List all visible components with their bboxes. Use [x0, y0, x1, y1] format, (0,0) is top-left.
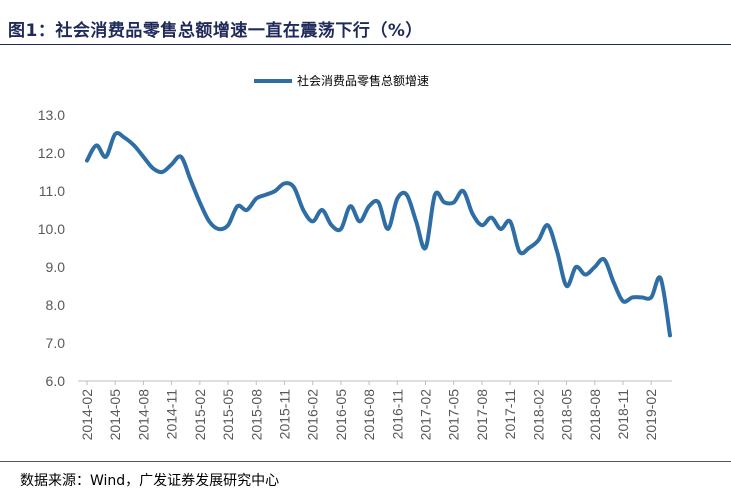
y-tick-label: 11.0: [39, 183, 65, 199]
x-tick-label: 2018-02: [530, 389, 546, 441]
x-tick-label: 2017-08: [474, 389, 490, 441]
y-tick-label: 6.0: [46, 373, 66, 389]
footer-divider: [0, 461, 731, 462]
chart-legend: 社会消费品零售总额增速: [254, 73, 429, 88]
x-tick-label: 2014-11: [164, 389, 180, 440]
x-tick-label: 2018-11: [615, 389, 631, 440]
x-tick-label: 2016-08: [361, 389, 377, 441]
x-tick-label: 2014-02: [79, 389, 95, 441]
x-tick-label: 2017-05: [446, 389, 462, 441]
x-tick-label: 2015-02: [192, 389, 208, 441]
y-tick-label: 13.0: [38, 107, 65, 123]
x-tick-label: 2016-05: [333, 389, 349, 441]
y-tick-label: 10.0: [38, 221, 65, 237]
y-tick-label: 8.0: [46, 297, 66, 313]
x-tick-label: 2015-05: [220, 389, 236, 441]
x-axis: 2014-02 2014-05 2014-08 2014-11 2015-02 2015-…: [79, 381, 659, 440]
x-tick-label: 2018-05: [559, 389, 575, 441]
y-tick-label: 9.0: [46, 259, 66, 275]
line-chart: 社会消费品零售总额增速 6.0 7.0 8.0 9.0 10.0 11.0 12.0 13.0…: [38, 73, 672, 440]
source-note: 数据来源：Wind，广发证券发展研究中心: [20, 473, 280, 489]
legend-label: 社会消费品零售总额增速: [297, 73, 429, 88]
x-tick-label: 2014-05: [107, 389, 123, 441]
y-tick-label: 12.0: [38, 145, 65, 161]
x-tick-label: 2017-02: [418, 389, 434, 441]
figure-title: 图1：社会消费品零售总额增速一直在震荡下行（%）: [8, 21, 423, 41]
x-tick-label: 2017-11: [502, 389, 518, 440]
y-tick-label: 7.0: [46, 335, 66, 351]
x-tick-label: 2015-08: [248, 389, 264, 441]
x-tick-label: 2014-08: [135, 389, 151, 441]
x-tick-label: 2019-02: [643, 389, 659, 441]
x-tick-label: 2015-11: [276, 389, 292, 440]
title-divider: [0, 44, 731, 45]
series-line-retail-sales-growth: [85, 131, 672, 338]
x-tick-label: 2016-11: [389, 389, 405, 440]
x-tick-label: 2018-08: [587, 389, 603, 441]
x-tick-label: 2016-02: [305, 389, 321, 441]
y-axis: 6.0 7.0 8.0 9.0 10.0 11.0 12.0 13.0: [38, 107, 65, 389]
